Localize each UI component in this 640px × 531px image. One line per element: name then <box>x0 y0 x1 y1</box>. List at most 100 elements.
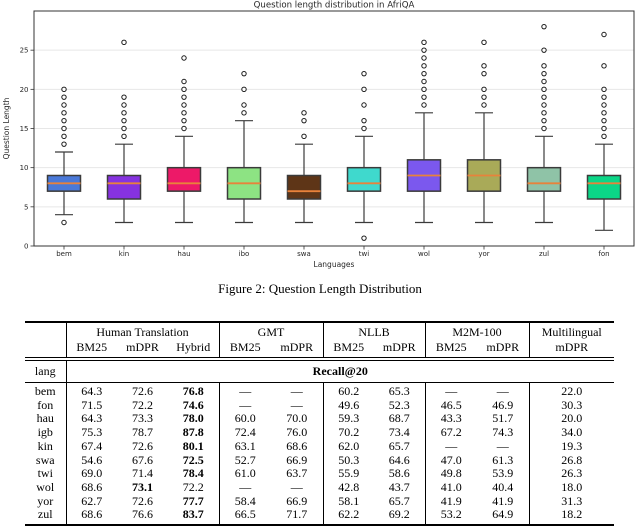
value-cell: — <box>424 382 478 399</box>
outlier <box>421 39 427 46</box>
x-axis-label: Languages <box>314 260 355 269</box>
value-cell: 71.5 <box>65 398 117 413</box>
x-tick-label: twi <box>359 250 369 258</box>
group-header-cell: M2M-100 <box>424 322 530 340</box>
outlier <box>481 39 487 46</box>
table-row-wol: wol 68.6 73.1 72.2 — — 42.8 43.7 41.0 40.4 18.0 <box>25 480 615 495</box>
outlier <box>61 86 67 93</box>
y-tick-label: 10 <box>20 164 29 172</box>
value-cell: — <box>496 439 509 453</box>
outlier <box>601 31 607 38</box>
group-header-cell: NLLB <box>322 322 426 340</box>
outlier <box>61 219 67 226</box>
recall-table-body: bem 64.3 72.6 76.8— —60.2 65.3— —22.0 fon 71.5 72… <box>25 382 615 526</box>
outlier <box>241 86 247 93</box>
value-cell: 70.0 <box>286 412 308 426</box>
outlier <box>601 94 607 100</box>
value-cell: 73.3 <box>132 412 153 426</box>
value-cell: 58.1 <box>322 494 375 509</box>
outlier <box>181 102 187 108</box>
value-cell: 60.2 <box>322 382 375 399</box>
x-tick-label: kin <box>119 250 129 258</box>
value-cell: 46.5 <box>424 398 478 413</box>
x-tick-label: ibo <box>239 250 250 258</box>
group-header-cell: Human Translation <box>65 322 219 340</box>
value-cell: 76.0 <box>286 426 308 440</box>
outlier <box>361 102 367 108</box>
outlier <box>181 55 187 61</box>
table-row-hau: hau 64.3 73.3 78.0 60.0 70.0 59.3 68.7 43.3 51.7 2… <box>25 412 615 427</box>
lang-cell: twi <box>37 467 53 481</box>
value-cell: 61.0 <box>218 467 271 481</box>
outlier <box>61 102 67 108</box>
value-cell: 52.3 <box>388 398 410 412</box>
group-header-cell: Multilingual <box>528 322 615 340</box>
value-cell: 72.6 <box>132 384 153 398</box>
value-cell: 68.6 <box>286 439 308 453</box>
outlier <box>481 86 487 93</box>
value-cell: 62.2 <box>322 508 375 526</box>
outlier <box>421 94 427 100</box>
value-cell: — <box>496 384 509 398</box>
outlier <box>121 94 127 100</box>
outlier <box>601 102 607 108</box>
outlier <box>361 235 367 241</box>
value-cell: 68.6 <box>65 508 117 526</box>
outlier <box>541 86 547 93</box>
y-tick-label: 0 <box>24 243 28 251</box>
value-cell: 78.0 <box>182 412 204 426</box>
subheader-cell: mDPR <box>382 340 416 354</box>
value-cell: 64.6 <box>388 453 410 467</box>
value-cell: 26.8 <box>528 453 615 468</box>
outlier <box>541 47 547 53</box>
x-tick-label: yor <box>478 250 489 258</box>
value-cell: 73.4 <box>388 426 410 440</box>
outlier <box>481 94 487 100</box>
value-cell: 64.3 <box>65 382 117 399</box>
value-cell: 72.6 <box>132 494 153 508</box>
value-cell: 69.2 <box>388 508 410 522</box>
value-cell: 78.7 <box>132 426 153 440</box>
value-cell: 18.2 <box>528 508 615 526</box>
value-cell: — <box>290 480 303 494</box>
outlier <box>121 39 127 46</box>
value-cell: 49.6 <box>322 398 375 413</box>
outlier <box>541 102 547 108</box>
outlier <box>361 125 367 132</box>
value-cell: 31.3 <box>528 494 615 509</box>
outlier <box>61 141 67 147</box>
table-row-fon: fon 71.5 72.2 74.6 — — 49.6 52.3 46.5 46.9 30.3 <box>25 398 615 413</box>
outlier <box>541 110 547 116</box>
y-tick-label: 25 <box>20 47 29 55</box>
table-row-kin: kin 67.4 72.6 80.1 63.1 68.6 62.0 65.7 — — 19.3 <box>25 439 615 454</box>
outlier <box>421 78 427 85</box>
lang-cell: wol <box>36 480 55 494</box>
value-cell: 54.6 <box>65 453 117 468</box>
value-cell: 30.3 <box>528 398 615 413</box>
box-kin <box>106 39 142 224</box>
value-cell: 76.8 <box>182 384 204 398</box>
group-header-cell: GMT <box>218 322 324 340</box>
outlier <box>481 70 487 77</box>
recall-table-head: Human Translation GMT NLLB M2M-100 Multiling… <box>25 322 615 383</box>
outlier <box>181 110 187 116</box>
x-tick-label: fon <box>598 250 609 258</box>
value-cell: 80.1 <box>182 439 204 453</box>
value-cell: 50.3 <box>322 453 375 468</box>
value-cell: 67.6 <box>132 453 153 467</box>
value-cell: 46.9 <box>492 398 514 412</box>
value-cell: 58.6 <box>388 467 410 481</box>
value-cell: 18.0 <box>528 480 615 495</box>
y-tick-label: 15 <box>20 125 29 133</box>
outlier <box>61 125 67 132</box>
outlier <box>181 86 187 93</box>
outlier <box>121 117 127 124</box>
value-cell: 72.5 <box>182 453 204 467</box>
value-cell: 55.9 <box>322 467 375 481</box>
value-cell: — <box>424 439 478 454</box>
subheader-cell: BM25 <box>424 340 478 359</box>
outlier <box>301 110 307 116</box>
x-tick-label: wol <box>418 250 430 258</box>
lang-header-cell: lang <box>25 357 66 383</box>
